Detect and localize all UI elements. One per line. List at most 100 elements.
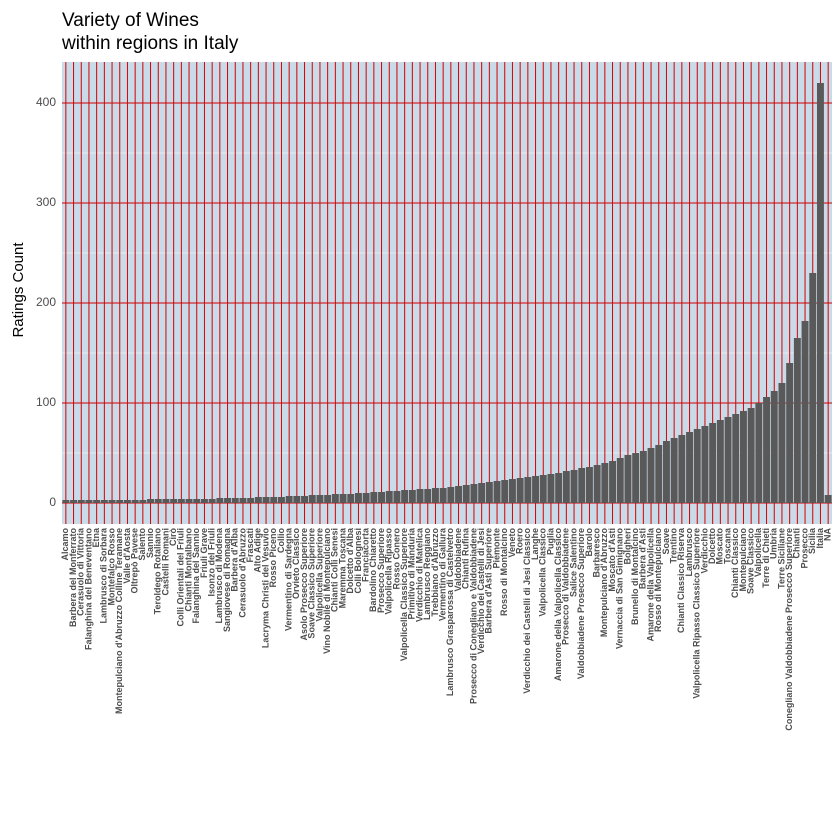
y-tick-label: 300 bbox=[36, 195, 56, 209]
y-tick-label: 100 bbox=[36, 395, 56, 409]
bar bbox=[470, 484, 478, 503]
x-tick-label: Verdicchio di Matelica bbox=[414, 527, 424, 622]
bar bbox=[131, 500, 139, 503]
x-tick-label: Moscato d'Asti bbox=[607, 528, 617, 592]
bar bbox=[424, 489, 432, 503]
bar bbox=[609, 461, 617, 503]
x-tick-label: Vermentino di Sardegna bbox=[284, 527, 294, 631]
bar bbox=[439, 488, 447, 503]
x-tick-label: Barbera d'Asti Superiore bbox=[484, 528, 494, 634]
x-tick-label: Lambrusco di Sorbara bbox=[99, 527, 109, 624]
x-tick-label: Falanghina del Beneventano bbox=[83, 528, 93, 651]
x-tick-label: Montepulciano d'Abruzzo Colline Teramane bbox=[114, 528, 124, 714]
x-tick-label: Maremma Toscana bbox=[337, 527, 347, 608]
x-tick-label: Valpolicella Superiore bbox=[314, 528, 324, 622]
bar bbox=[247, 498, 255, 503]
x-tick-label: Lambrusco bbox=[684, 528, 694, 577]
bar bbox=[277, 497, 285, 503]
bar bbox=[655, 445, 663, 503]
x-tick-label: Colli Bolognesi bbox=[353, 528, 363, 594]
bar bbox=[724, 417, 732, 503]
x-tick-label: NA bbox=[823, 528, 833, 541]
x-tick-label: Isonzo del Friuli bbox=[207, 528, 217, 597]
bar bbox=[670, 438, 678, 503]
y-tick-label: 200 bbox=[36, 295, 56, 309]
x-tick-label: Montepulciano bbox=[738, 528, 748, 592]
bar bbox=[701, 426, 709, 503]
x-tick-label: Lambrusco Grasparossa di Castelvetro bbox=[445, 528, 455, 697]
x-tick-label: Soave Classico bbox=[746, 528, 756, 595]
bar bbox=[285, 496, 293, 503]
bar bbox=[709, 423, 717, 503]
x-tick-label: Orvieto Classico bbox=[291, 528, 301, 600]
x-tick-label: Prosecco di Conegliano e Valdobbiadene bbox=[468, 528, 478, 704]
x-tick-label: Bolgheri bbox=[622, 528, 632, 565]
x-tick-label: Barbera d'Alba bbox=[230, 527, 240, 592]
x-tick-label: Dolcetto bbox=[707, 527, 717, 564]
chart-title: Variety of Wines bbox=[62, 10, 199, 31]
bar bbox=[100, 500, 108, 503]
bar bbox=[162, 499, 170, 503]
bar bbox=[408, 490, 416, 503]
x-tick-label: Terre di Chieti bbox=[761, 528, 771, 588]
bar bbox=[447, 487, 455, 503]
x-tick-label: Cirò bbox=[168, 527, 178, 546]
x-tick-label: Montepulciano d'Abruzzo bbox=[599, 528, 609, 638]
x-tick-label: Chianti Rufina bbox=[461, 527, 471, 589]
x-tick-label: Chianti Classico Riserva bbox=[676, 527, 686, 633]
x-tick-label: Chianti Montalbano bbox=[183, 528, 193, 612]
bar bbox=[347, 494, 355, 503]
bar bbox=[793, 338, 801, 503]
bar bbox=[354, 493, 362, 503]
x-tick-label: Langhe bbox=[530, 528, 540, 560]
x-tick-label: Barbaresco bbox=[592, 528, 602, 578]
bar bbox=[154, 499, 162, 503]
x-tick-label: Amarone della Valpolicella bbox=[645, 527, 655, 642]
bar bbox=[624, 455, 632, 503]
chart-title: within regions in Italy bbox=[61, 33, 239, 54]
x-tick-label: Prosecco di Valdobbiadene bbox=[561, 528, 571, 645]
x-tick-label: Prosecco Superiore bbox=[376, 528, 386, 613]
y-tick-label: 400 bbox=[36, 95, 56, 109]
x-tick-label: Rosso di Montepulciano bbox=[653, 528, 663, 633]
x-tick-label: Colli Orientali del Friuli bbox=[176, 528, 186, 627]
bar bbox=[639, 451, 647, 503]
x-tick-label: Chianti Colli Senesi bbox=[330, 528, 340, 612]
bar bbox=[593, 465, 601, 503]
x-tick-label: Brunello di Montalcino bbox=[630, 528, 640, 625]
x-tick-label: Valpolicella Classico Superiore bbox=[399, 528, 409, 661]
bar bbox=[616, 458, 624, 503]
bar bbox=[562, 471, 570, 503]
x-tick-label: Soave Classico Superiore bbox=[307, 528, 317, 639]
bar bbox=[732, 414, 740, 503]
bar bbox=[77, 500, 85, 503]
x-tick-label: Bardolino Chiaretto bbox=[368, 528, 378, 613]
x-tick-label: Conegliano Valdobbiadene Prosecco Superi… bbox=[784, 528, 794, 731]
bar bbox=[200, 499, 208, 503]
bar bbox=[231, 498, 239, 503]
x-tick-label: Sangiovese di Romagna bbox=[222, 527, 232, 632]
x-tick-label: Teroldego Rotaliano bbox=[153, 528, 163, 615]
x-tick-label: Barbera del Monferrato bbox=[68, 528, 78, 628]
x-tick-label: Asolo Prosecco Superiore bbox=[299, 528, 309, 641]
x-tick-label: Sannio bbox=[145, 528, 155, 559]
bar bbox=[324, 495, 332, 503]
x-tick-label: Oltrepò Pavese bbox=[130, 528, 140, 594]
bar bbox=[193, 499, 201, 503]
x-tick-label: Franciacorta bbox=[361, 527, 371, 582]
x-tick-label: Montefalco Rosso bbox=[106, 528, 116, 606]
x-tick-label: Valpolicella Classico bbox=[538, 527, 548, 616]
x-tick-label: Soave bbox=[661, 528, 671, 555]
bar bbox=[755, 403, 763, 503]
bar bbox=[224, 498, 232, 503]
x-tick-label: Roero bbox=[515, 528, 525, 555]
bar bbox=[331, 494, 339, 503]
x-tick-label: Veneto bbox=[507, 528, 517, 558]
x-tick-label: Terre Siciliane bbox=[776, 528, 786, 589]
bar bbox=[270, 497, 278, 503]
bar bbox=[170, 499, 178, 503]
bar bbox=[524, 477, 532, 503]
x-tick-label: Toscana bbox=[722, 527, 732, 564]
bar bbox=[662, 441, 670, 503]
